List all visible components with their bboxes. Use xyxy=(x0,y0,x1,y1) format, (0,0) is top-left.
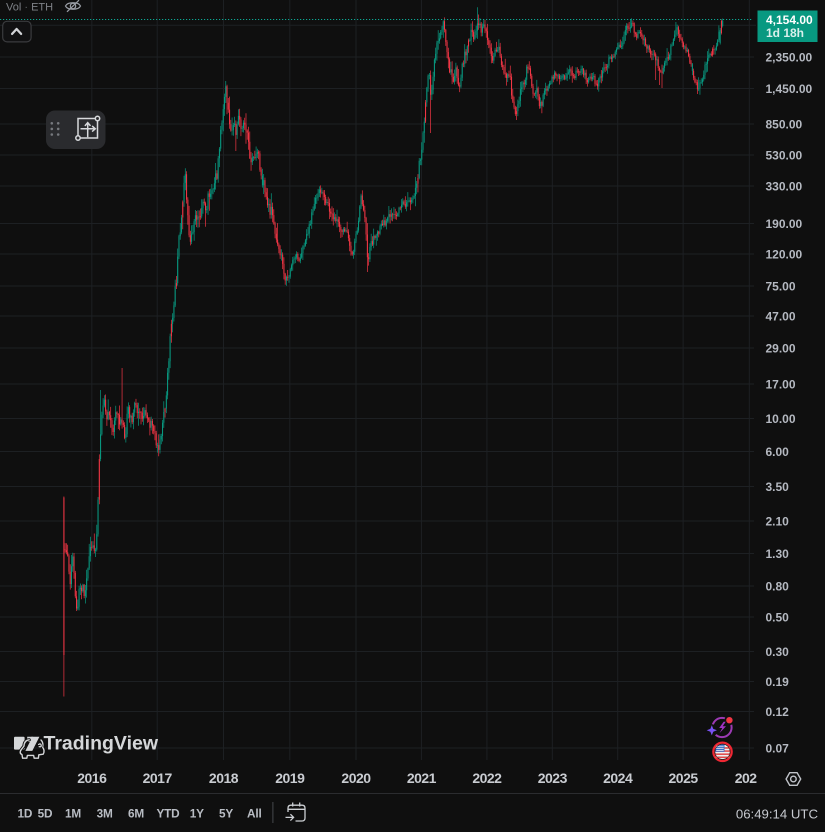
svg-text:2016: 2016 xyxy=(77,770,107,786)
svg-text:All: All xyxy=(247,807,261,821)
svg-text:0.19: 0.19 xyxy=(766,675,790,689)
svg-text:0.80: 0.80 xyxy=(766,579,790,593)
svg-text:Vol · ETH: Vol · ETH xyxy=(6,1,53,13)
svg-text:1D: 1D xyxy=(17,807,32,821)
svg-text:2019: 2019 xyxy=(275,770,305,786)
svg-text:TradingView: TradingView xyxy=(44,733,159,755)
svg-text:190.00: 190.00 xyxy=(766,217,803,231)
svg-text:1M: 1M xyxy=(65,807,81,821)
svg-text:1,450.00: 1,450.00 xyxy=(766,82,813,96)
svg-text:2017: 2017 xyxy=(143,770,173,786)
svg-text:2026: 2026 xyxy=(735,770,765,786)
svg-text:17.00: 17.00 xyxy=(766,377,796,391)
svg-text:3M: 3M xyxy=(97,807,113,821)
svg-text:2022: 2022 xyxy=(472,770,502,786)
svg-text:06:49:14 UTC: 06:49:14 UTC xyxy=(736,806,819,821)
svg-text:75.00: 75.00 xyxy=(766,279,796,293)
svg-text:5D: 5D xyxy=(38,807,53,821)
svg-text:2020: 2020 xyxy=(341,770,371,786)
svg-text:1.30: 1.30 xyxy=(766,547,790,561)
svg-text:0.07: 0.07 xyxy=(766,741,790,755)
svg-text:2.10: 2.10 xyxy=(766,514,790,528)
svg-text:6.00: 6.00 xyxy=(766,445,790,459)
svg-text:47.00: 47.00 xyxy=(766,309,796,323)
svg-text:120.00: 120.00 xyxy=(766,247,803,261)
svg-text:330.00: 330.00 xyxy=(766,179,803,193)
svg-text:29.00: 29.00 xyxy=(766,341,796,355)
svg-text:YTD: YTD xyxy=(157,807,181,821)
svg-text:2023: 2023 xyxy=(538,770,568,786)
svg-text:4,154.00: 4,154.00 xyxy=(766,13,813,27)
svg-text:6M: 6M xyxy=(128,807,144,821)
svg-text:2025: 2025 xyxy=(669,770,699,786)
svg-text:2018: 2018 xyxy=(209,770,239,786)
svg-text:850.00: 850.00 xyxy=(766,117,803,131)
svg-text:5Y: 5Y xyxy=(219,807,233,821)
svg-text:530.00: 530.00 xyxy=(766,148,803,162)
svg-text:0.12: 0.12 xyxy=(766,705,790,719)
svg-text:3.50: 3.50 xyxy=(766,480,790,494)
svg-text:2,350.00: 2,350.00 xyxy=(766,50,813,64)
svg-text:1d 18h: 1d 18h xyxy=(766,26,804,40)
svg-text:1Y: 1Y xyxy=(190,807,204,821)
svg-text:0.50: 0.50 xyxy=(766,610,790,624)
svg-text:2024: 2024 xyxy=(603,770,633,786)
svg-text:0.30: 0.30 xyxy=(766,645,790,659)
svg-text:10.00: 10.00 xyxy=(766,412,796,426)
svg-text:2021: 2021 xyxy=(407,770,437,786)
